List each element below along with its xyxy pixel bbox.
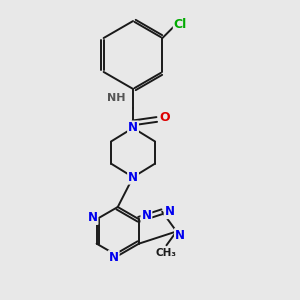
Text: NH: NH — [107, 93, 125, 103]
Text: Cl: Cl — [174, 18, 187, 31]
Text: N: N — [128, 171, 138, 184]
Text: N: N — [175, 229, 185, 242]
Text: N: N — [128, 122, 138, 134]
Text: N: N — [165, 205, 175, 218]
Text: N: N — [109, 251, 119, 264]
Text: CH₃: CH₃ — [156, 248, 177, 258]
Text: N: N — [141, 209, 152, 222]
Text: N: N — [88, 211, 98, 224]
Text: O: O — [159, 111, 169, 124]
